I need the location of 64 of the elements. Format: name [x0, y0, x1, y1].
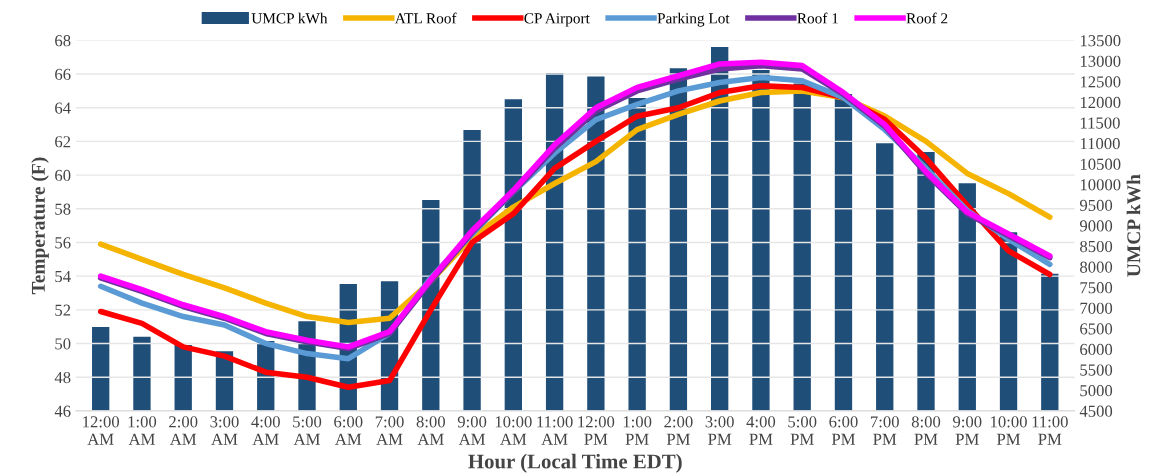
y2-axis-title: UMCP kWh [1126, 174, 1141, 277]
y2-tick-label: 13000 [1080, 55, 1121, 67]
y-tick-label: 48 [54, 371, 71, 384]
y2-tick-label: 10000 [1080, 179, 1121, 191]
y-tick-label: 54 [55, 270, 71, 283]
y-tick-label: 50 [55, 338, 71, 350]
x-tick-label: 6:00 AM [334, 416, 363, 445]
x-tick-label: 11:00 AM [537, 416, 573, 445]
y-tick-label: 56 [55, 237, 71, 249]
y-tick-label: 52 [55, 304, 71, 316]
x-tick-label: 2:00 PM [664, 416, 693, 445]
y2-tick-label: 11500 [1080, 117, 1120, 129]
y2-tick-label: 10500 [1080, 158, 1121, 170]
legend-label: ATL Roof [394, 12, 457, 24]
y2-tick-label: 8000 [1080, 261, 1113, 273]
y-tick-label: 46 [54, 405, 71, 417]
y2-tick-label: 9000 [1079, 220, 1113, 232]
y-tick-label: 62 [55, 136, 71, 148]
x-tick-label: 3:00 PM [705, 416, 734, 445]
x-tick-label: 10:00 PM [991, 416, 1027, 445]
x-tick-label: 9:00 PM [952, 416, 982, 445]
x-tick-label: 12:00 PM [578, 416, 615, 445]
x-tick-label: 12:00 AM [83, 416, 120, 445]
y-tick-label: 66 [55, 68, 71, 80]
y2-tick-label: 5500 [1080, 364, 1113, 376]
x-tick-label: 1:00 PM [623, 416, 652, 445]
y2-tick-label: 7500 [1080, 282, 1113, 294]
legend-label: CP Airport [524, 13, 590, 27]
y-tick-label: 64 [55, 102, 71, 114]
y2-tick-label: 5000 [1080, 384, 1113, 397]
y2-tick-label: 11000 [1080, 137, 1120, 150]
y2-tick-label: 6500 [1080, 323, 1113, 335]
y2-tick-label: 12500 [1080, 76, 1121, 88]
x-tick-label: 5:00 AM [293, 416, 322, 445]
y2-tick-label: 4500 [1079, 405, 1113, 417]
y-axis-title: Temperature (F) [31, 157, 49, 295]
legend-label: Roof 1 [797, 12, 838, 24]
x-tick-label: 3:00 AM [210, 416, 239, 445]
legend-label: Parking Lot [657, 12, 730, 27]
x-tick-label: 1:00 AM [128, 416, 157, 445]
y2-tick-label: 12000 [1080, 96, 1121, 109]
y2-tick-label: 6000 [1080, 343, 1113, 356]
x-tick-label: 11:00 PM [1032, 416, 1068, 445]
x-tick-label: 7:00 AM [375, 416, 404, 445]
x-tick-label: 4:00 PM [746, 416, 776, 445]
legend-label: Roof 2 [906, 12, 948, 24]
x-tick-label: 10:00 AM [495, 416, 532, 445]
y2-tick-label: 13500 [1080, 35, 1121, 47]
x-tick-label: 8:00 AM [416, 416, 445, 445]
x-tick-label: 2:00 AM [169, 416, 198, 445]
y2-tick-label: 7000 [1080, 302, 1113, 314]
x-tick-label: 6:00 PM [829, 416, 858, 445]
x-tick-label: 4:00 AM [251, 416, 280, 445]
y-tick-label: 58 [55, 203, 71, 215]
x-tick-label: 5:00 PM [788, 416, 817, 445]
x-tick-label: 7:00 PM [871, 416, 899, 445]
y-tick-label: 60 [55, 169, 71, 182]
y-tick-label: 68 [55, 35, 71, 47]
x-tick-label: 8:00 PM [911, 416, 941, 445]
x-axis-title: Hour (Local Time EDT) [468, 453, 682, 473]
y2-tick-label: 8500 [1080, 240, 1113, 253]
x-tick-label: 9:00 AM [457, 416, 487, 445]
y2-tick-label: 9500 [1079, 199, 1113, 211]
legend-label: UMCP kWh [251, 12, 328, 24]
